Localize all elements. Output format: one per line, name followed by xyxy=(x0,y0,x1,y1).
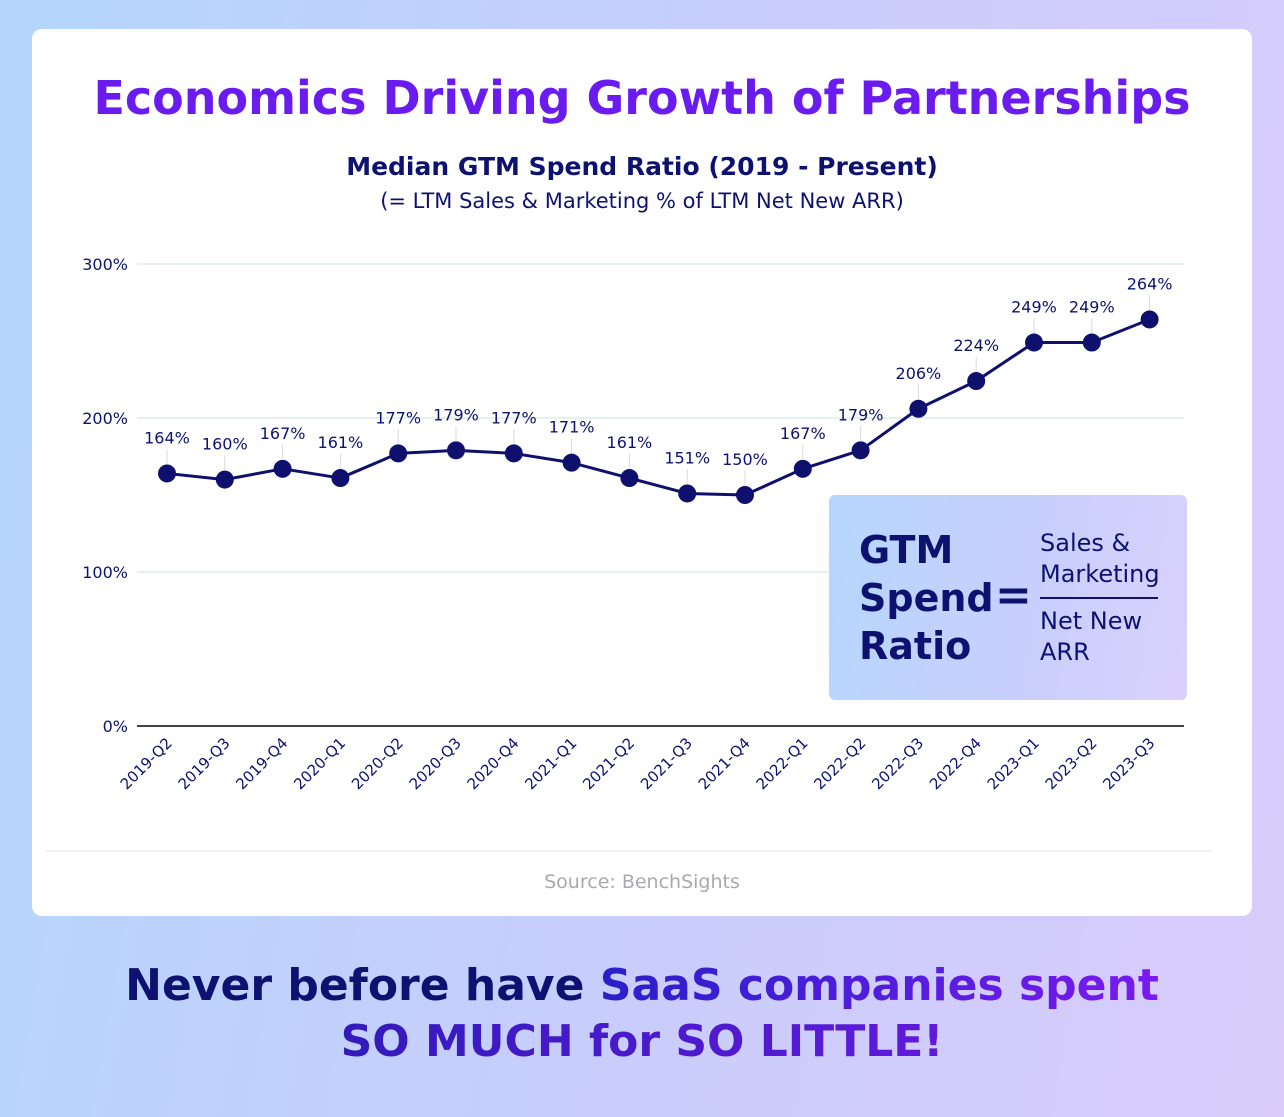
tagline: Never before have SaaS companies spent S… xyxy=(0,958,1284,1070)
data-point xyxy=(1025,333,1043,352)
data-label: 177% xyxy=(491,408,537,427)
data-label: 164% xyxy=(144,428,190,447)
data-point xyxy=(909,399,928,418)
x-tick-label: 2019-Q3 xyxy=(175,734,234,793)
data-point xyxy=(678,484,697,503)
tagline-line-1: Never before have SaaS companies spent xyxy=(0,958,1284,1014)
data-label: 167% xyxy=(780,424,826,443)
formula-box: GTM Spend Ratio = Sales & Marketing Net … xyxy=(829,495,1187,700)
source-note: Source: BenchSights xyxy=(544,871,740,893)
data-point xyxy=(620,469,639,488)
chart-title: Median GTM Spend Ratio (2019 - Present) xyxy=(346,152,938,181)
x-tick-label: 2022-Q1 xyxy=(753,734,812,793)
data-label: 179% xyxy=(838,405,884,424)
chart-card xyxy=(32,29,1252,916)
formula-term-line: GTM xyxy=(859,528,954,572)
y-tick-label: 0% xyxy=(103,717,128,736)
tagline-line-2: SO MUCH for SO LITTLE! xyxy=(0,1014,1284,1070)
data-point xyxy=(158,464,176,483)
y-tick-label: 100% xyxy=(82,563,128,582)
data-label: 161% xyxy=(318,433,364,452)
x-tick-label: 2022-Q4 xyxy=(926,734,985,793)
data-label: 167% xyxy=(260,424,306,443)
data-label: 177% xyxy=(375,408,421,427)
x-tick-label: 2022-Q3 xyxy=(868,734,927,793)
formula-denominator: Net New ARR xyxy=(1040,606,1142,668)
series-line xyxy=(166,318,1151,497)
x-tick-label: 2020-Q3 xyxy=(406,734,465,793)
data-point xyxy=(273,459,292,478)
formula-term-line: Spend xyxy=(859,576,994,620)
x-tick-label: 2023-Q1 xyxy=(984,734,1043,793)
data-label: 161% xyxy=(607,433,653,452)
formula-numerator-line: Marketing xyxy=(1040,560,1160,588)
formula-denominator-line: Net New xyxy=(1040,607,1143,635)
formula-numerator-line: Sales & xyxy=(1040,529,1131,557)
fraction-bar xyxy=(1040,597,1158,599)
data-label: 249% xyxy=(1011,298,1057,317)
data-point xyxy=(562,453,581,472)
data-label: 150% xyxy=(722,450,768,469)
data-point xyxy=(1140,310,1159,329)
formula-denominator-line: ARR xyxy=(1040,638,1090,666)
data-label: 171% xyxy=(549,418,595,437)
x-tick-label: 2021-Q2 xyxy=(579,734,638,793)
formula-term-line: Ratio xyxy=(859,624,972,668)
formula-equals: = xyxy=(995,570,1032,621)
x-tick-label: 2021-Q1 xyxy=(521,734,580,793)
x-tick-label: 2020-Q4 xyxy=(464,734,523,793)
data-label: 206% xyxy=(896,364,942,383)
formula-numerator: Sales & Marketing xyxy=(1040,528,1160,590)
x-tick-label: 2019-Q2 xyxy=(117,734,176,793)
data-point xyxy=(331,469,350,488)
x-tick-label: 2021-Q3 xyxy=(637,734,696,793)
data-label: 249% xyxy=(1069,298,1115,317)
data-point xyxy=(504,444,523,463)
data-point xyxy=(851,441,870,460)
x-tick-label: 2019-Q4 xyxy=(232,734,291,793)
data-label: 264% xyxy=(1127,274,1173,293)
data-label: 179% xyxy=(433,405,479,424)
formula-term: GTM Spend Ratio xyxy=(859,526,994,670)
data-point xyxy=(389,444,408,463)
x-tick-label: 2020-Q1 xyxy=(290,734,349,793)
data-point xyxy=(215,470,234,489)
y-tick-label: 300% xyxy=(82,255,128,274)
data-point xyxy=(447,441,465,460)
tagline-part-1: Never before have xyxy=(125,960,600,1011)
x-tick-label: 2023-Q3 xyxy=(1099,734,1158,793)
data-label: 151% xyxy=(664,448,710,467)
x-tick-label: 2021-Q4 xyxy=(695,734,754,793)
tagline-part-2: SaaS companies spent xyxy=(599,960,1159,1011)
x-tick-label: 2020-Q2 xyxy=(348,734,407,793)
chart-subtitle: (= LTM Sales & Marketing % of LTM Net Ne… xyxy=(380,189,904,213)
data-point xyxy=(736,486,754,504)
x-tick-label: 2022-Q2 xyxy=(810,734,869,793)
data-point xyxy=(1082,333,1101,352)
y-tick-label: 200% xyxy=(82,409,128,428)
page-title: Economics Driving Growth of Partnerships xyxy=(93,71,1191,125)
x-tick-label: 2023-Q2 xyxy=(1042,734,1101,793)
data-label: 224% xyxy=(953,336,999,355)
data-point xyxy=(793,459,812,478)
data-point xyxy=(967,372,986,391)
data-label: 160% xyxy=(202,435,248,454)
